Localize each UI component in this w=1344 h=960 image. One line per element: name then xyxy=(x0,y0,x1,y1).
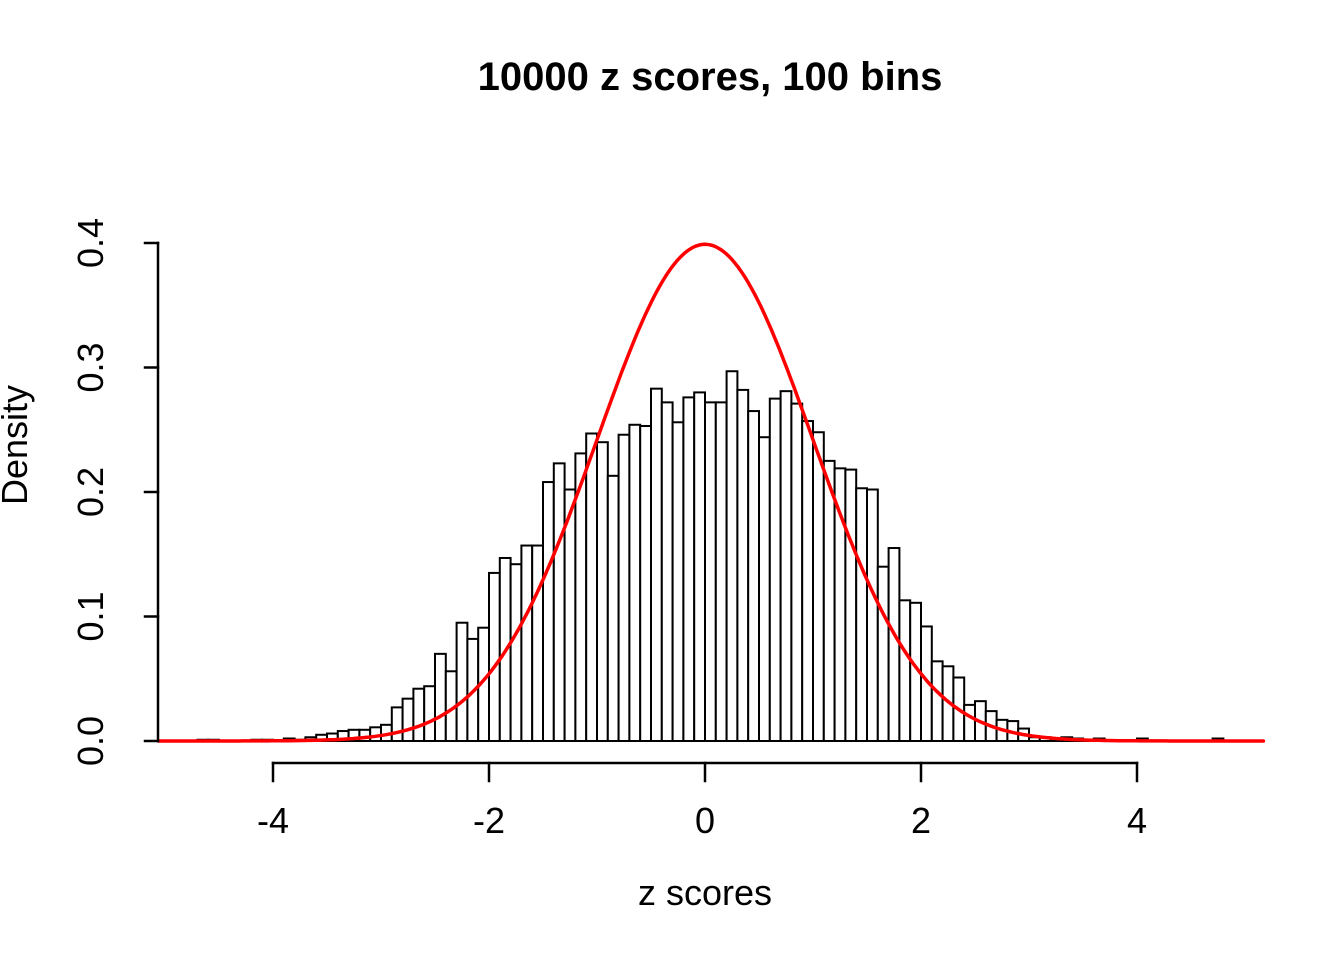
histogram-bar xyxy=(866,488,879,743)
histogram-bar xyxy=(423,685,437,742)
histogram-bar xyxy=(887,547,901,743)
histogram-bar xyxy=(455,621,469,742)
histogram-bar xyxy=(509,563,523,743)
histogram-bar xyxy=(617,433,631,742)
x-tick-label: -2 xyxy=(473,800,505,841)
histogram-bar xyxy=(412,687,426,743)
histogram-bar xyxy=(693,391,707,742)
histogram-bar xyxy=(768,397,782,742)
histogram-bar xyxy=(747,410,761,742)
histogram-bar xyxy=(714,401,728,742)
histogram-bar xyxy=(596,441,609,742)
histogram-bar xyxy=(844,468,858,742)
x-tick-label: 4 xyxy=(1127,800,1147,841)
y-tick-label: 0.1 xyxy=(70,591,111,641)
chart-title: 10000 z scores, 100 bins xyxy=(478,55,943,99)
histogram-bar xyxy=(628,423,642,742)
histogram-bar xyxy=(542,481,555,742)
histogram-bar xyxy=(585,432,599,742)
y-tick-label: 0.3 xyxy=(70,342,111,392)
histogram-bar xyxy=(822,459,836,742)
x-tick-label: 0 xyxy=(695,800,715,841)
y-tick-label: 0.4 xyxy=(70,218,111,268)
histogram-bar xyxy=(671,421,685,742)
axes-group: 0.0 0.1 0.2 0.3 0.4 -4 -2 0 2 4 xyxy=(70,218,1147,841)
histogram-bar xyxy=(488,571,501,742)
histogram-bar xyxy=(898,599,912,742)
histogram-bar xyxy=(639,425,653,742)
histogram-bar xyxy=(963,703,977,743)
histogram-bar xyxy=(434,652,447,742)
histogram-bar xyxy=(704,401,717,742)
histogram-bar xyxy=(790,402,804,742)
histogram-bar xyxy=(682,396,696,742)
histogram-bar xyxy=(401,697,415,742)
x-tick-label: -4 xyxy=(257,800,289,841)
histogram-bar xyxy=(930,660,944,743)
y-tick-label: 0.2 xyxy=(70,467,111,517)
histogram-bar xyxy=(552,462,566,742)
histogram-bars-group xyxy=(196,370,1225,743)
normal-curve-group xyxy=(156,242,1266,743)
histogram-bar xyxy=(779,390,793,742)
histogram-bar xyxy=(801,420,815,742)
histogram-bar xyxy=(650,387,663,742)
x-tick-label: 2 xyxy=(911,800,931,841)
histogram-bar xyxy=(531,544,545,742)
histogram-bar xyxy=(660,401,674,742)
histogram-bar xyxy=(725,370,739,742)
histogram-bar xyxy=(876,565,890,743)
y-tick-label: 0.0 xyxy=(70,716,111,766)
histogram-bar xyxy=(758,436,771,742)
histogram-bar xyxy=(520,544,534,742)
histogram-bar xyxy=(812,431,825,742)
y-axis-label: Density xyxy=(0,385,35,505)
histogram-bar xyxy=(855,487,869,743)
histogram-bar xyxy=(390,706,404,743)
histogram-bar xyxy=(736,388,750,742)
normal-curve xyxy=(156,242,1266,743)
x-axis-label: z scores xyxy=(638,872,772,913)
histogram-bar xyxy=(606,474,620,742)
